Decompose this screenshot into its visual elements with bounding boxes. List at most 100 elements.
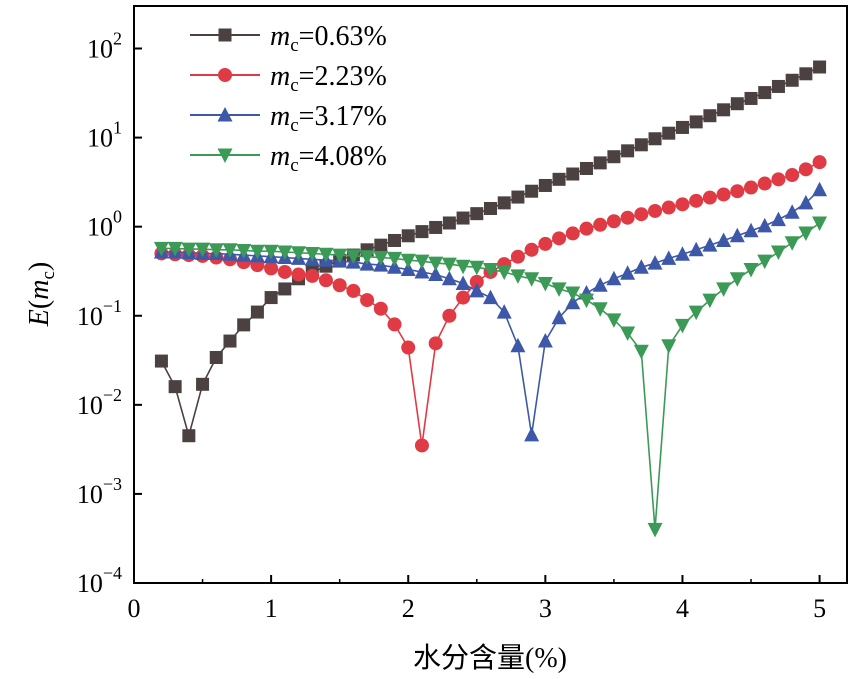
data-point — [606, 214, 621, 229]
data-point — [757, 217, 773, 233]
data-point — [237, 318, 251, 332]
data-point — [511, 190, 525, 204]
legend-label: mc=2.23% — [270, 61, 387, 96]
data-point — [318, 247, 334, 263]
data-point — [634, 207, 649, 222]
data-point — [167, 241, 183, 257]
legend-marker — [217, 107, 233, 122]
data-point — [483, 263, 498, 278]
data-point — [305, 268, 320, 283]
x-tick-label: 4 — [676, 594, 689, 623]
data-point — [510, 337, 526, 353]
data-point — [729, 272, 745, 287]
data-point — [236, 244, 252, 259]
data-point — [441, 257, 457, 273]
data-point — [264, 261, 279, 276]
data-point — [798, 226, 814, 241]
data-point — [647, 522, 663, 538]
data-point — [757, 254, 773, 270]
x-tick-label: 5 — [813, 594, 826, 623]
data-point — [716, 187, 731, 202]
legend-marker — [217, 148, 233, 163]
data-point — [717, 103, 731, 117]
data-point — [168, 380, 182, 394]
data-point — [469, 260, 485, 276]
data-point — [633, 259, 649, 274]
data-point — [414, 254, 430, 270]
data-point — [374, 238, 388, 252]
data-point — [400, 253, 416, 269]
data-point — [442, 308, 457, 323]
data-point — [456, 211, 470, 225]
data-point — [729, 227, 745, 243]
data-point — [483, 289, 498, 305]
data-point — [688, 241, 704, 257]
data-point — [428, 256, 444, 272]
data-point — [770, 211, 786, 227]
data-point — [318, 273, 333, 288]
data-point — [345, 249, 361, 264]
data-point — [593, 217, 608, 232]
data-point — [798, 194, 814, 210]
legend-item: mc=0.63% — [190, 21, 387, 56]
data-point — [223, 334, 237, 348]
data-point — [470, 207, 484, 221]
series-layer — [153, 60, 828, 538]
data-point — [249, 244, 265, 260]
data-point — [689, 193, 704, 208]
data-point — [606, 313, 622, 328]
data-point — [497, 196, 511, 210]
data-point — [578, 293, 594, 309]
data-point — [346, 283, 361, 298]
data-point — [688, 305, 704, 321]
data-point — [798, 162, 813, 177]
data-point — [181, 242, 197, 258]
data-point — [621, 144, 635, 158]
data-point — [551, 309, 567, 325]
data-point — [702, 293, 718, 309]
data-point — [634, 138, 648, 152]
data-point — [401, 340, 416, 355]
data-point — [277, 264, 292, 279]
data-point — [538, 236, 553, 251]
tick-marks — [133, 47, 821, 584]
data-point — [304, 246, 320, 262]
data-point — [606, 270, 622, 286]
data-point — [196, 377, 210, 391]
data-point — [400, 261, 416, 277]
data-point — [785, 73, 799, 87]
data-point — [579, 161, 593, 175]
data-point — [510, 249, 525, 264]
data-point — [359, 250, 375, 265]
data-point — [373, 301, 388, 316]
data-point — [648, 132, 662, 146]
y-tick-label: 10−3 — [77, 474, 122, 509]
data-point — [620, 265, 636, 280]
data-point — [360, 293, 375, 308]
data-point — [633, 344, 649, 360]
data-point — [537, 333, 553, 348]
data-point — [455, 275, 471, 291]
series-4 — [153, 216, 828, 538]
data-point — [702, 190, 717, 205]
data-point — [675, 197, 690, 212]
data-point — [484, 201, 497, 215]
data-point — [387, 251, 403, 267]
data-point — [565, 286, 581, 302]
data-point — [675, 120, 689, 134]
legend-label: mc=3.17% — [270, 101, 387, 136]
data-point — [264, 291, 278, 305]
data-point — [525, 184, 539, 198]
data-point — [182, 429, 196, 443]
data-point — [785, 168, 800, 183]
data-point — [770, 245, 786, 260]
legend-marker — [218, 68, 232, 82]
data-point — [743, 222, 759, 238]
data-point — [703, 109, 717, 123]
data-point — [428, 266, 444, 282]
data-point — [689, 115, 703, 129]
data-point — [222, 243, 238, 258]
data-point — [195, 242, 211, 258]
data-point — [743, 263, 759, 278]
data-point — [744, 91, 758, 105]
